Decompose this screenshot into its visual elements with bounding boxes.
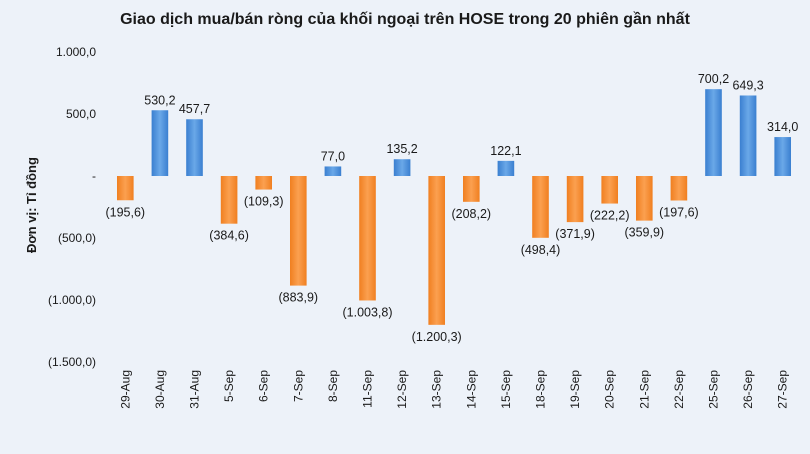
bar-negative [635, 176, 653, 221]
bar-positive [324, 166, 342, 176]
data-label: 122,1 [490, 144, 521, 158]
bar-negative [289, 176, 307, 286]
x-tick-label: 21-Sep [637, 370, 651, 409]
x-tick-label: 25-Sep [707, 370, 721, 409]
y-tick-label: 1.000,0 [56, 45, 96, 59]
x-tick-label: 22-Sep [672, 370, 686, 409]
y-tick-label: (1.000,0) [48, 293, 96, 307]
x-tick-label: 5-Sep [222, 370, 236, 402]
x-tick-label: 15-Sep [499, 370, 513, 409]
data-label: (222,2) [590, 209, 630, 223]
bar-positive [705, 89, 722, 176]
x-tick-label: 13-Sep [430, 370, 444, 409]
data-label: (359,9) [624, 226, 664, 240]
bar-positive [497, 160, 515, 176]
data-label: 314,0 [767, 120, 798, 134]
y-tick-label: (500,0) [58, 231, 96, 245]
x-tick-label: 8-Sep [326, 370, 340, 402]
data-label: 530,2 [144, 93, 175, 107]
x-tick-label: 29-Aug [118, 370, 132, 409]
bar-positive [739, 95, 757, 176]
bar-negative [428, 176, 446, 325]
bar-negative [670, 176, 688, 201]
data-label: (371,9) [555, 227, 595, 241]
data-label: 649,3 [732, 78, 763, 92]
bar-negative [255, 176, 273, 190]
data-label: (208,2) [451, 207, 491, 221]
data-labels: (195,6) 530,2 457,7 (384,6) (109,3) (883,9) 77… [105, 72, 798, 344]
bar-negative [220, 176, 238, 224]
data-label: (1.003,8) [342, 305, 392, 319]
x-tick-label: 30-Aug [153, 370, 167, 409]
x-tick-label: 18-Sep [534, 370, 548, 409]
data-label: (498,4) [521, 243, 561, 257]
y-tick-label: (1.500,0) [48, 355, 96, 369]
bars [116, 89, 792, 325]
chart-title: Giao dịch mua/bán ròng của khối ngoại tr… [120, 11, 691, 28]
data-label: (197,6) [659, 206, 699, 220]
bar-negative [359, 176, 376, 301]
y-axis-ticks: 1.000,0 500,0 - (500,0) (1.000,0) (1.500,0) [48, 45, 96, 369]
data-label: 700,2 [698, 72, 729, 86]
x-tick-label: 31-Aug [188, 370, 202, 409]
bar-positive [186, 119, 203, 176]
x-tick-label: 19-Sep [568, 370, 582, 409]
bar-negative [462, 176, 480, 202]
bar-negative [566, 176, 584, 223]
x-tick-label: 20-Sep [603, 370, 617, 409]
data-label: (195,6) [105, 205, 145, 219]
data-label: 77,0 [321, 149, 345, 163]
data-label: 135,2 [386, 142, 417, 156]
x-axis-ticks: 29-Aug 30-Aug 31-Aug 5-Sep 6-Sep 7-Sep 8-Sep 11… [118, 370, 789, 409]
y-axis-label: Đơn vị: Tỉ đồng [24, 157, 39, 253]
y-tick-label: - [92, 169, 96, 183]
data-label: (384,6) [209, 229, 249, 243]
data-label: (109,3) [244, 195, 284, 209]
x-tick-label: 27-Sep [776, 370, 790, 409]
bar-negative [116, 176, 134, 201]
x-tick-label: 7-Sep [291, 370, 305, 402]
x-tick-label: 14-Sep [464, 370, 478, 409]
x-tick-label: 26-Sep [741, 370, 755, 409]
bar-negative [532, 176, 549, 238]
bar-positive [774, 137, 792, 176]
x-tick-label: 12-Sep [395, 370, 409, 409]
data-label: (1.200,3) [412, 330, 462, 344]
bar-positive [151, 110, 169, 176]
x-tick-label: 6-Sep [257, 370, 271, 402]
data-label: 457,7 [179, 102, 210, 116]
data-label: (883,9) [278, 291, 318, 305]
bar-positive [393, 159, 411, 176]
y-tick-label: 500,0 [66, 107, 96, 121]
bar-negative [601, 176, 619, 204]
x-tick-label: 11-Sep [361, 370, 375, 408]
